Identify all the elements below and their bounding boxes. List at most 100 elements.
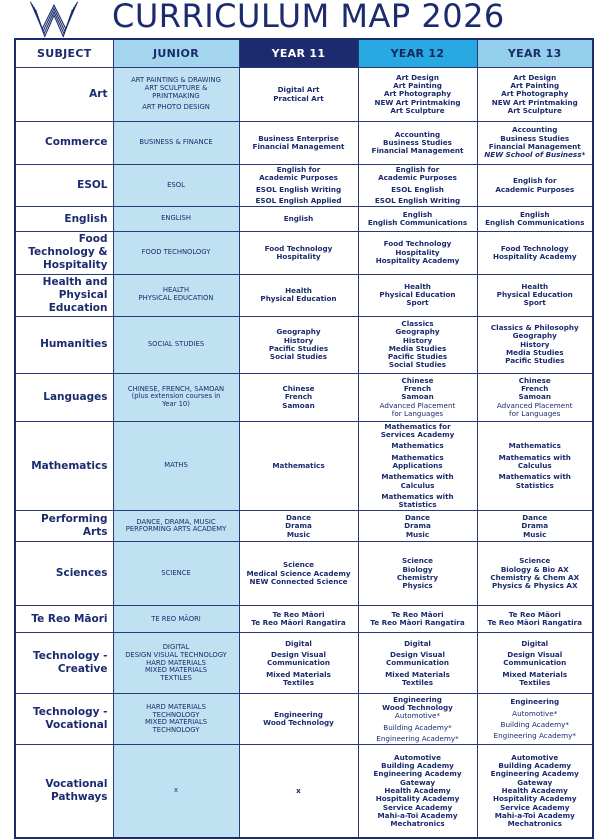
table-header: SUBJECT JUNIOR YEAR 11 YEAR 12 YEAR 13	[14, 38, 594, 68]
course-item: English	[520, 209, 550, 219]
course-item: NEW Connected Science	[249, 577, 348, 587]
course-item: HARD MATERIALS TECHNOLOGY MIXED MATERIAL…	[144, 702, 208, 735]
course-item: Mathematics with Calculus	[498, 452, 571, 470]
course-item: FOOD TECHNOLOGY	[141, 247, 211, 256]
cell-y11: English for Academic Purposes ESOL Englis…	[238, 163, 359, 208]
course-item: x	[173, 786, 179, 795]
course-item: Music	[405, 529, 430, 539]
cell-y13: Dance Drama Music	[476, 510, 594, 543]
course-item: Samoan	[282, 400, 315, 410]
course-item: NEW School of Business*	[484, 150, 586, 160]
row-subject-languages: Languages	[14, 372, 114, 422]
course-item: Mixed Materials	[385, 669, 450, 679]
row-subject-te-reo-m-ori: Te Reo Māori	[14, 605, 114, 634]
course-item: Engineering Academy	[373, 769, 462, 779]
course-item: Hospitality Academy	[375, 255, 460, 265]
course-item: Dance	[522, 512, 548, 522]
cell-junior: ENGLISH	[112, 206, 240, 233]
course-item: ESOL English Writing	[374, 195, 461, 205]
row-subject-technology-vocational: Technology - Vocational	[14, 693, 114, 746]
course-item: Practical Art	[273, 93, 324, 103]
course-item: Te Reo Māori Rangatira	[251, 618, 346, 628]
course-item: Art Painting	[393, 81, 442, 91]
row-subject-art: Art	[14, 67, 114, 122]
course-item: HEALTH PHYSICAL EDUCATION	[138, 286, 214, 303]
course-item: MATHS	[164, 461, 188, 470]
row-subject-sciences: Sciences	[14, 541, 114, 607]
course-item: Samoan	[401, 392, 434, 402]
cell-y12: Science Biology Chemistry Physics	[357, 541, 478, 607]
course-item: Hospitality Academy	[492, 251, 577, 261]
course-item: Mathematics with Statistics	[381, 491, 454, 510]
cell-y11: Engineering Wood Technology	[238, 693, 359, 746]
table-row: Vocational Pathways x x Automotive Building …	[14, 744, 594, 839]
table-row: Languages CHINESE, FRENCH, SAMOAN (plus e…	[14, 372, 594, 422]
cell-y13: Accounting Business Studies Financial Mana…	[476, 121, 594, 165]
row-subject-commerce: Commerce	[14, 121, 114, 165]
cell-y13: English English Communications	[476, 206, 594, 233]
cell-junior: ART PAINTING & DRAWING ART SCULPTURE & P…	[112, 67, 240, 122]
course-item: Media Studies	[388, 343, 447, 353]
course-item: Design Visual Communication	[267, 649, 330, 668]
course-item: Financial Management	[488, 142, 581, 151]
cell-y11: Digital Design Visual Communication Mixed …	[238, 632, 359, 695]
table-row: Technology - Vocational HARD MATERIALS TE…	[14, 693, 594, 746]
cell-y12: Automotive Building Academy Engineering Ac…	[357, 744, 478, 839]
course-item: Engineering	[274, 710, 323, 720]
course-item: NEW Art Printmaking	[374, 97, 461, 107]
course-item: Te Reo Māori	[508, 610, 561, 620]
cell-y13: Science Biology & Bio AX Chemistry & Chem …	[476, 541, 594, 607]
course-item: Digital	[521, 638, 549, 648]
course-item: Media Studies	[506, 348, 564, 358]
course-item: Te Reo Māori Rangatira	[370, 618, 465, 628]
course-item: Drama	[285, 521, 312, 531]
course-item: Business Studies	[383, 137, 452, 147]
column-header-year11: YEAR 11	[238, 38, 359, 68]
cell-y11: Dance Drama Music	[238, 510, 359, 543]
course-item: Health	[521, 281, 549, 291]
course-item: Building Academy	[381, 761, 454, 771]
cell-y13: Digital Design Visual Communication Mixed …	[476, 632, 594, 695]
course-item: Art Design	[396, 72, 439, 82]
course-item: Automotive	[394, 752, 441, 762]
row-subject-performing-arts: Performing Arts	[14, 510, 114, 543]
page-header: CURRICULUM MAP 2026	[0, 0, 600, 38]
row-subject-mathematics: Mathematics	[14, 420, 114, 512]
cell-y13: Engineering Automotive* Building Academy* E…	[476, 693, 594, 746]
cell-y11: Business Enterprise Financial Management	[238, 121, 359, 165]
cell-y12: Mathematics for Services Academy Mathemat…	[357, 420, 478, 512]
course-item: Social Studies	[269, 352, 328, 362]
course-item: Digital	[285, 638, 312, 648]
table-row: Commerce BUSINESS & FINANCE Business Enter…	[14, 121, 594, 165]
course-item: Gateway	[399, 777, 435, 787]
table-row: ESOL ESOL English for Academic Purposes ESO…	[14, 163, 594, 208]
course-item: Dance	[404, 512, 431, 522]
cell-y12: Health Physical Education Sport	[357, 273, 478, 317]
table-row: English ENGLISH English English English Comm…	[14, 206, 594, 233]
cell-y12: Digital Design Visual Communication Mixed …	[357, 632, 478, 695]
course-item: Mathematics	[272, 461, 325, 470]
course-item: Mixed Materials	[266, 669, 331, 679]
course-item: Chemistry	[396, 572, 439, 582]
school-w-logo-icon	[29, 1, 79, 38]
table-row: Technology - Creative DIGITAL DESIGN VISU…	[14, 632, 594, 695]
cell-y12: Classics Geography History Media Studies Pac…	[357, 315, 478, 374]
course-item: Service Academy	[500, 802, 570, 812]
course-item: Music	[286, 529, 311, 539]
course-item: CHINESE, FRENCH, SAMOAN (plus extension …	[127, 384, 225, 409]
cell-y13: Food Technology Hospitality Academy	[476, 231, 594, 275]
course-item: Mechatronics	[390, 819, 445, 829]
course-item: NEW Art Printmaking	[491, 97, 578, 107]
course-item: DANCE, DRAMA, MUSIC PERFORMING ARTS ACAD…	[125, 517, 227, 534]
course-item: Engineering Academy*	[376, 733, 459, 743]
course-item: English Communications	[485, 218, 585, 228]
course-item: Health	[285, 285, 312, 295]
table-row: Sciences SCIENCE Science Medical Science Ac…	[14, 541, 594, 607]
course-item: Advanced Placement for Languages	[379, 400, 456, 418]
course-item: Engineering	[393, 694, 442, 704]
course-item: Advanced Placement for Languages	[496, 400, 573, 418]
course-item: Textiles	[283, 677, 314, 687]
course-item: Design Visual Communication	[503, 649, 567, 668]
course-item: Accounting	[394, 129, 441, 139]
course-item: Mechatronics	[507, 819, 562, 829]
